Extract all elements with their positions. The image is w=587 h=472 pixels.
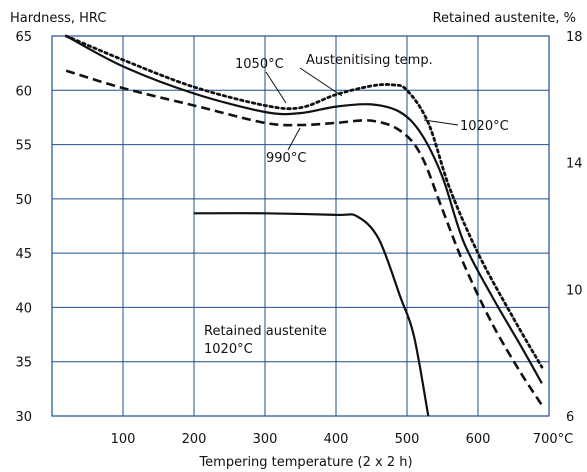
series-line-1020-c (65, 35, 543, 384)
x-axis-label: Tempering temperature (2 x 2 h) (198, 455, 412, 470)
x-tick-label: 200 (182, 432, 207, 447)
y-right-tick-label: 6 (566, 410, 574, 425)
leader-austenitising (299, 67, 343, 97)
y-right-tick-label: 10 (566, 283, 583, 298)
series-line-retained-austenite-1020-c (193, 212, 430, 417)
annotation-1050: 1050°C (235, 57, 284, 72)
annotation-retained-line1: Retained austenite (204, 324, 327, 339)
y-left-tick-label: 45 (15, 247, 32, 262)
grid: 100 200 300 400 500 600 700°C 65 60 55 50 45 40 35 30 1… (15, 30, 582, 447)
annotation-austenitising: Austenitising temp. (306, 53, 433, 68)
labels-layer: Hardness, HRC Retained austenite, % Temp… (10, 11, 576, 470)
y-left-tick-label: 55 (15, 139, 32, 154)
annotation-retained-line2: 1020°C (204, 342, 253, 357)
leader-1020 (423, 119, 459, 126)
x-tick-label: 100 (111, 432, 136, 447)
y-left-axis-label: Hardness, HRC (10, 11, 106, 26)
x-tick-label: 500 (395, 432, 420, 447)
x-tick-label: 300 (253, 432, 278, 447)
y-left-tick-label: 65 (15, 30, 32, 45)
y-right-axis-label: Retained austenite, % (433, 11, 576, 26)
leader-990 (287, 127, 301, 151)
y-left-tick-label: 40 (15, 301, 32, 316)
x-tick-label: 700°C (533, 432, 573, 447)
y-left-tick-label: 35 (15, 356, 32, 371)
leader-1050 (265, 71, 287, 104)
y-right-tick-label: 18 (566, 30, 583, 45)
series-line-990-c (65, 69, 543, 406)
series-layer (64, 34, 544, 417)
annotation-1020: 1020°C (460, 119, 509, 134)
y-right-tick-label: 14 (566, 157, 583, 172)
annotation-990: 990°C (266, 151, 306, 166)
series-line-1050-c (64, 34, 544, 369)
y-left-tick-label: 30 (15, 410, 32, 425)
plot-frame (51, 35, 550, 417)
x-tick-label: 600 (466, 432, 491, 447)
y-left-tick-label: 60 (15, 84, 32, 99)
x-tick-label: 400 (324, 432, 349, 447)
y-left-tick-label: 50 (15, 193, 32, 208)
